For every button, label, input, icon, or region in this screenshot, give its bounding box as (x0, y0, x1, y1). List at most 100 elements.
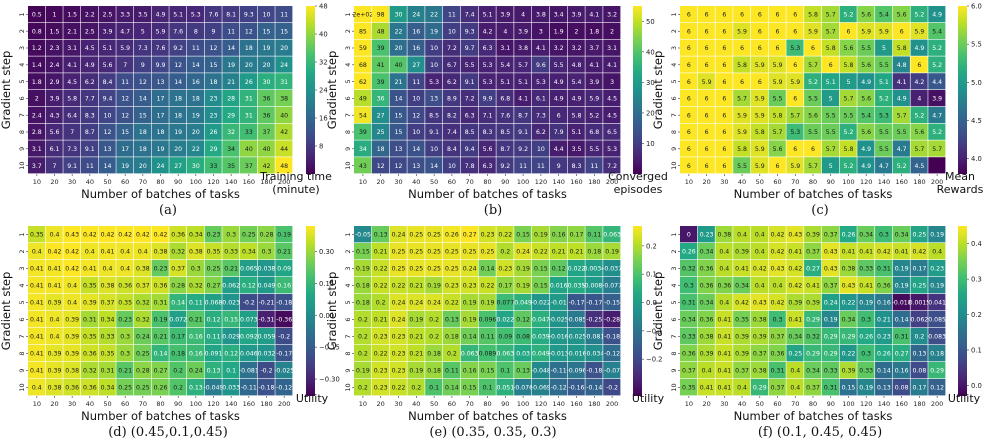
cell-label: 3.2 (607, 12, 617, 19)
y-tick-label: 6 (344, 96, 352, 100)
heatmap-cell (680, 22, 698, 39)
heatmap-cell (532, 226, 550, 243)
cell-label: 0.19 (463, 300, 477, 307)
heatmap-cell (478, 140, 496, 157)
heatmap-cell (910, 260, 928, 277)
cell-label: 3.5 (572, 146, 582, 153)
heatmap-cell (81, 90, 99, 107)
cell-label: 0.4 (755, 232, 765, 239)
cell-label: 6 (740, 45, 744, 52)
cell-label: 0.35 (735, 317, 749, 324)
heatmap-cell (768, 226, 786, 243)
heatmap-cell (389, 140, 407, 157)
heatmap-cell (786, 226, 804, 243)
heatmap-cell (928, 328, 946, 345)
heatmap-cell (45, 123, 63, 140)
heatmap-cell (786, 379, 804, 396)
cell-label: 40 (245, 146, 253, 153)
heatmap-cell (750, 157, 769, 174)
heatmap-cell (354, 140, 372, 157)
cell-label: 11 (448, 12, 456, 19)
x-tick-label: 160 (895, 178, 907, 186)
heatmap-cell (786, 56, 804, 73)
cell-label: 0.27 (154, 368, 168, 375)
cell-label: 9.3 (244, 12, 254, 19)
heatmap-cell (715, 379, 733, 396)
heatmap-cell (786, 277, 804, 294)
heatmap-cell (875, 73, 893, 90)
cell-label: 0.34 (101, 385, 115, 392)
cell-label: 12 (121, 96, 129, 103)
heatmap-cell (603, 260, 621, 277)
cell-label: 5.9 (755, 62, 765, 69)
cell-label: 31 (280, 79, 288, 86)
cell-label: 0.36 (171, 232, 185, 239)
heatmap-cell (786, 311, 804, 328)
heatmap-cell (804, 22, 822, 39)
cell-label: 0.062 (911, 317, 929, 324)
heatmap-cell (28, 157, 46, 174)
cell-label: 5.8 (737, 146, 747, 153)
y-tick-label: 7 (670, 334, 678, 338)
heatmap-cell (222, 140, 240, 157)
heatmap-cell (425, 243, 443, 260)
heatmap-cell (151, 106, 169, 123)
heatmap-cell (240, 56, 258, 73)
cell-label: 0.43 (824, 266, 838, 273)
cell-label: 0.25 (463, 249, 477, 256)
x-tick-label: 80 (156, 178, 164, 186)
heatmap-cell (240, 311, 258, 328)
heatmap-cell (680, 362, 698, 379)
cell-label: 5.7 (808, 62, 818, 69)
heatmap-cell (389, 106, 407, 123)
heatmap-cell (585, 311, 603, 328)
heatmap-cell (892, 379, 910, 396)
heatmap-cell (116, 157, 134, 174)
cell-label: 6 (722, 79, 726, 86)
heatmap-cell (257, 311, 275, 328)
x-tick-label: 90 (501, 400, 509, 408)
colorbar-tick-label: 0.00 (319, 312, 334, 320)
cell-label: 0.2 (429, 317, 439, 324)
cell-label: 3.8 (536, 12, 546, 19)
heatmap-cell (715, 294, 733, 311)
heatmap-cell (151, 56, 169, 73)
cell-label: 5.9 (737, 112, 747, 119)
cell-label: 0.24 (427, 300, 441, 307)
colorbar-title: episodes (614, 183, 663, 196)
cell-label: 6 (705, 96, 709, 103)
cell-label: 40 (395, 62, 403, 69)
cell-label: 59 (359, 45, 367, 52)
heatmap-cell (910, 6, 928, 23)
heatmap-cell (585, 277, 603, 294)
heatmap-cell (478, 56, 496, 73)
heatmap-cell (460, 140, 478, 157)
cell-label: 6 (793, 28, 797, 35)
y-tick-label: 4 (344, 283, 352, 287)
heatmap-cell (804, 39, 822, 56)
heatmap-cell (204, 157, 222, 174)
heatmap-cell (187, 73, 205, 90)
heatmap-cell (768, 260, 786, 277)
heatmap-cell (875, 277, 893, 294)
heatmap-cell (750, 39, 769, 56)
heatmap-cell (821, 243, 839, 260)
cell-label: 9.4 (465, 146, 475, 153)
cell-label: 5.5 (465, 62, 475, 69)
heatmap-cell (204, 140, 222, 157)
cell-label: 30 (263, 79, 271, 86)
x-tick-label: 100 (517, 400, 529, 408)
heatmap-cell (407, 140, 425, 157)
cell-label: 0.3 (861, 351, 871, 358)
heatmap-cell (98, 56, 116, 73)
heatmap-cell (839, 294, 857, 311)
heatmap-cell (257, 106, 275, 123)
x-axis-label: Number of batches of tasks (81, 409, 240, 423)
heatmap-cell (63, 294, 81, 311)
heatmap-cell (169, 22, 187, 39)
cell-label: 42 (263, 163, 271, 170)
cell-label: 0.34 (700, 249, 714, 256)
cell-label: 5 (847, 79, 851, 86)
cell-label: 0.41 (717, 334, 731, 341)
heatmap-cell (928, 106, 946, 123)
